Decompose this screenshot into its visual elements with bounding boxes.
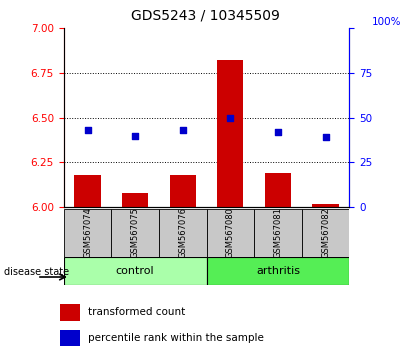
Text: 100%: 100% xyxy=(372,17,402,27)
Point xyxy=(322,135,329,140)
Bar xyxy=(74,175,101,207)
Bar xyxy=(265,173,291,207)
Text: GSM567076: GSM567076 xyxy=(178,207,187,258)
Text: GSM567082: GSM567082 xyxy=(321,207,330,258)
Bar xyxy=(312,204,339,207)
Point xyxy=(227,115,233,121)
Text: GSM567080: GSM567080 xyxy=(226,207,235,258)
Text: GSM567081: GSM567081 xyxy=(273,207,282,258)
Bar xyxy=(159,209,206,257)
Bar xyxy=(122,193,148,207)
Bar xyxy=(111,209,159,257)
Text: arthritis: arthritis xyxy=(256,266,300,276)
Text: transformed count: transformed count xyxy=(88,308,186,318)
Text: percentile rank within the sample: percentile rank within the sample xyxy=(88,333,264,343)
Point xyxy=(180,127,186,133)
Point xyxy=(84,127,91,133)
Bar xyxy=(206,257,349,285)
Bar xyxy=(302,209,349,257)
Text: GSM567074: GSM567074 xyxy=(83,207,92,258)
Bar xyxy=(170,175,196,207)
Point xyxy=(132,133,139,138)
Bar xyxy=(64,209,111,257)
Bar xyxy=(60,304,80,321)
Bar xyxy=(217,61,243,207)
Text: GSM567075: GSM567075 xyxy=(131,207,140,258)
Bar xyxy=(206,209,254,257)
Point xyxy=(275,129,281,135)
Text: control: control xyxy=(116,266,155,276)
Bar xyxy=(254,209,302,257)
Bar xyxy=(64,257,206,285)
Text: GDS5243 / 10345509: GDS5243 / 10345509 xyxy=(131,9,280,23)
Bar xyxy=(60,330,80,346)
Text: disease state: disease state xyxy=(4,267,69,277)
